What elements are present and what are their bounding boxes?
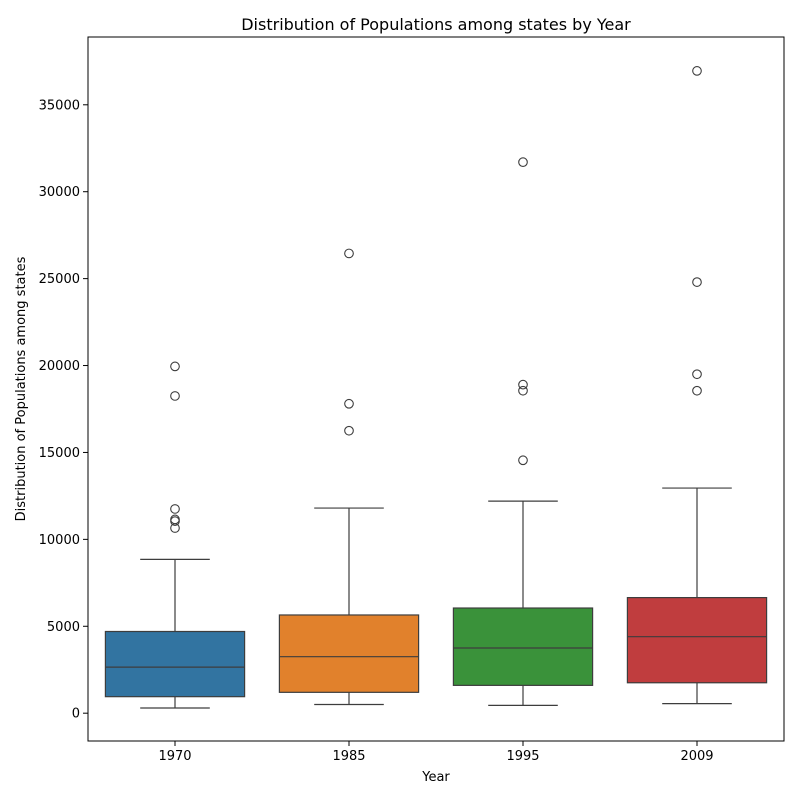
- x-tick-label: 2009: [680, 749, 713, 764]
- chart-title: Distribution of Populations among states…: [241, 15, 631, 34]
- x-tick-label: 1985: [332, 749, 365, 764]
- y-tick-label: 20000: [39, 359, 80, 374]
- outlier-point: [170, 361, 180, 372]
- outlier-point: [692, 66, 702, 76]
- plot-area: [104, 66, 768, 709]
- outlier-point: [692, 277, 702, 287]
- box-iqr: [626, 596, 768, 684]
- x-tick-label: 1970: [158, 749, 191, 764]
- outlier-point: [518, 455, 528, 466]
- y-axis-label: Distribution of Populations among states: [14, 256, 29, 521]
- box-iqr: [278, 614, 420, 693]
- box-group-1985: [278, 248, 420, 706]
- box-iqr: [452, 607, 594, 686]
- y-tick-label: 5000: [47, 620, 80, 635]
- outlier-point: [170, 391, 180, 401]
- plot-frame: [87, 36, 785, 742]
- y-tick-label: 35000: [39, 98, 80, 113]
- outlier-point: [170, 504, 180, 514]
- y-tick-label: 25000: [39, 272, 80, 287]
- outlier-point: [170, 514, 180, 525]
- y-tick-label: 30000: [39, 185, 80, 200]
- outlier-point: [518, 379, 528, 390]
- x-axis-label: Year: [421, 770, 450, 785]
- outlier-point: [344, 398, 354, 409]
- outlier-point: [518, 385, 528, 396]
- box-group-2009: [626, 66, 768, 705]
- outlier-point: [692, 369, 702, 380]
- box-group-1970: [104, 361, 246, 709]
- y-tick-label: 0: [72, 707, 80, 722]
- y-tick-label: 10000: [39, 533, 80, 548]
- outlier-point: [518, 157, 528, 168]
- box-iqr: [104, 630, 246, 698]
- x-tick-label: 1995: [506, 749, 539, 764]
- y-tick-label: 15000: [39, 446, 80, 461]
- outlier-point: [344, 248, 354, 259]
- outlier-point: [692, 385, 702, 396]
- box-group-1995: [452, 157, 594, 706]
- outlier-point: [344, 425, 354, 436]
